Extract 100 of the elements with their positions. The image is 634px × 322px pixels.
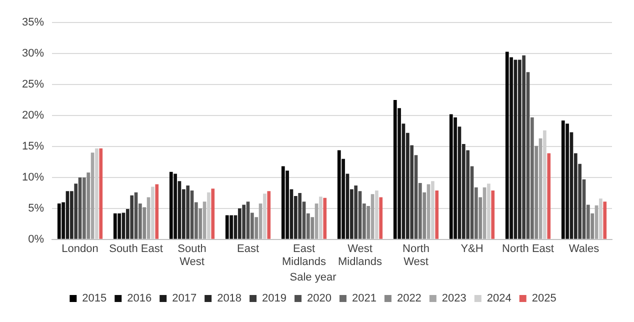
bar — [398, 108, 401, 239]
bar — [566, 124, 569, 239]
bar — [547, 153, 551, 239]
bar — [370, 194, 374, 239]
bar — [410, 145, 414, 239]
legend-title: Sale year — [290, 271, 337, 284]
legend-label: 2025 — [532, 292, 556, 305]
bar — [310, 217, 314, 239]
bar — [458, 126, 462, 239]
bar — [314, 203, 318, 239]
bar — [66, 191, 70, 239]
bar — [242, 204, 246, 239]
bar — [250, 212, 254, 239]
bar — [118, 213, 121, 239]
x-tick-label: West Midlands — [338, 243, 383, 268]
bar — [522, 55, 526, 239]
bar — [178, 181, 182, 239]
legend-label: 2022 — [396, 292, 422, 305]
bar — [534, 146, 538, 239]
bar — [514, 60, 518, 239]
bar — [113, 213, 117, 239]
bar — [402, 124, 406, 239]
x-tick-label: East — [237, 243, 260, 256]
bar — [254, 217, 258, 239]
bar — [474, 187, 478, 239]
bar — [414, 155, 418, 239]
bar — [491, 190, 495, 239]
x-tick-label: North West — [402, 243, 430, 268]
bar — [418, 183, 422, 239]
y-tick-label: 15% — [22, 140, 44, 153]
bar — [366, 206, 370, 239]
bar — [594, 205, 598, 239]
bar — [578, 164, 582, 239]
bar — [505, 52, 509, 239]
bar — [186, 186, 190, 239]
y-tick-label: 0% — [28, 233, 44, 246]
x-tick-label: Wales — [568, 243, 600, 256]
y-tick-label: 35% — [22, 16, 44, 29]
bar — [155, 184, 159, 239]
y-tick-label: 20% — [22, 110, 44, 122]
x-tick-label: North East — [502, 243, 554, 256]
bar — [190, 190, 194, 239]
bar — [202, 202, 206, 239]
bar — [518, 60, 522, 239]
bar — [281, 166, 285, 239]
bar — [74, 184, 78, 239]
bar — [211, 188, 215, 239]
legend-label: 2015 — [82, 292, 107, 305]
bar — [225, 215, 229, 239]
bar — [570, 132, 574, 239]
bar — [435, 190, 439, 239]
bar — [62, 202, 65, 239]
bar — [302, 202, 306, 239]
bar — [582, 179, 586, 239]
x-tick-label: South East — [109, 243, 163, 256]
legend-label: 2023 — [442, 292, 466, 305]
bar — [449, 114, 453, 239]
bar — [393, 100, 397, 239]
bar — [230, 215, 233, 239]
bar — [561, 120, 565, 239]
x-tick-label: South West — [178, 243, 206, 268]
bar — [174, 174, 177, 239]
legend-label: 2024 — [486, 292, 512, 305]
bar — [466, 150, 470, 239]
bar — [362, 203, 366, 239]
y-tick-label: 10% — [22, 171, 44, 184]
bar — [482, 187, 486, 239]
bar — [470, 166, 474, 239]
bar — [78, 177, 82, 239]
y-tick-label: 30% — [22, 48, 44, 60]
bar — [298, 192, 302, 239]
x-tick-label: London — [62, 243, 98, 256]
bar — [454, 117, 457, 239]
legend-label: 2019 — [262, 292, 287, 305]
bar — [258, 203, 262, 239]
bar — [538, 138, 542, 239]
bar — [286, 170, 289, 239]
bar — [86, 172, 90, 239]
bar — [530, 117, 534, 239]
bar — [342, 158, 345, 239]
bar — [146, 197, 150, 239]
bar — [379, 197, 383, 239]
bar — [238, 208, 242, 239]
bar — [346, 174, 350, 239]
legend-label: 2017 — [172, 292, 197, 305]
bar — [169, 172, 173, 239]
bar — [130, 195, 134, 239]
bar — [422, 192, 426, 239]
legend-label: 2021 — [352, 292, 376, 305]
bar — [586, 204, 590, 239]
bar — [70, 191, 74, 239]
bar — [510, 57, 513, 239]
bar — [358, 191, 362, 239]
bar — [99, 148, 103, 239]
bar — [526, 72, 530, 239]
bar — [590, 213, 594, 239]
bar — [323, 198, 327, 239]
bar — [142, 207, 146, 239]
bar — [57, 203, 61, 239]
bar — [478, 197, 482, 239]
